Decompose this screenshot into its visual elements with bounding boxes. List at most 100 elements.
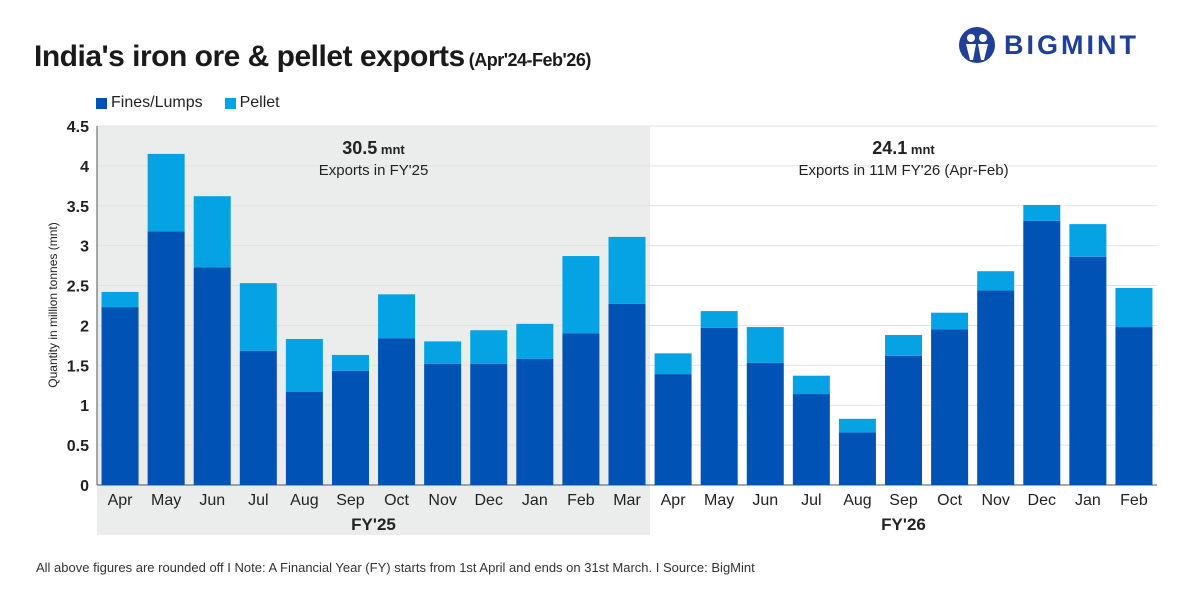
bar-pellet xyxy=(239,283,277,351)
x-tick-label: Jun xyxy=(752,492,778,509)
x-tick-label: Feb xyxy=(567,492,595,509)
x-tick-label: Jul xyxy=(801,492,821,509)
group-label: FY'25 xyxy=(351,515,396,534)
logo-icon xyxy=(959,27,995,63)
bar-fines xyxy=(101,307,139,485)
bar-pellet xyxy=(331,354,369,371)
bar-fines xyxy=(516,358,554,485)
bar-pellet xyxy=(424,341,462,364)
legend-label: Fines/Lumps xyxy=(111,94,203,111)
y-tick-label: 4.5 xyxy=(67,119,89,136)
bar-pellet xyxy=(885,335,923,356)
bar-pellet xyxy=(147,153,185,232)
bar-pellet xyxy=(1023,204,1061,221)
group-unit: mnt xyxy=(907,142,935,157)
x-tick-label: Jan xyxy=(1075,492,1101,509)
bar-pellet xyxy=(931,312,969,330)
bar-fines xyxy=(608,303,646,485)
group-note: Exports in FY'25 xyxy=(319,162,429,179)
bar-fines xyxy=(239,350,277,485)
x-tick-label: Jul xyxy=(248,492,268,509)
y-tick-label: 2 xyxy=(80,318,89,335)
bar-pellet xyxy=(516,323,554,359)
bar-pellet xyxy=(1115,287,1153,328)
x-tick-label: Apr xyxy=(661,492,687,509)
y-tick-label: 0.5 xyxy=(67,438,89,455)
bar-fines xyxy=(331,370,369,485)
bar-pellet xyxy=(792,375,830,395)
bar-pellet xyxy=(562,256,600,334)
x-tick-label: Jan xyxy=(522,492,548,509)
bar-pellet xyxy=(977,271,1015,291)
bar-fines xyxy=(885,355,923,485)
bar-pellet xyxy=(746,327,784,363)
bar-fines xyxy=(424,363,462,485)
x-tick-label: Dec xyxy=(1028,492,1056,509)
bar-fines xyxy=(746,362,784,485)
x-tick-label: Feb xyxy=(1120,492,1148,509)
bar-fines xyxy=(285,391,323,485)
x-tick-label: May xyxy=(151,492,181,509)
x-tick-label: Mar xyxy=(613,492,641,509)
bar-fines xyxy=(977,290,1015,485)
legend-pellet: Pellet xyxy=(224,94,280,112)
y-tick-label: 1 xyxy=(80,398,89,415)
bar-fines xyxy=(700,327,738,485)
x-tick-label: Nov xyxy=(428,492,456,509)
x-tick-label: Sep xyxy=(336,492,365,509)
group-total: 30.5 mnt xyxy=(342,138,405,158)
bar-fines xyxy=(792,394,830,485)
bar-fines xyxy=(562,333,600,485)
y-tick-label: 2.5 xyxy=(67,279,89,296)
logo-text: BIGMINT xyxy=(1004,29,1139,60)
x-tick-label: Jun xyxy=(199,492,225,509)
bar-pellet xyxy=(101,291,139,308)
group-note: Exports in 11M FY'26 (Apr-Feb) xyxy=(798,162,1008,179)
y-tick-label: 3.5 xyxy=(67,199,89,216)
legend-fines: Fines/Lumps xyxy=(96,94,203,112)
bar-pellet xyxy=(378,294,416,339)
group-total: 24.1 mnt xyxy=(872,138,935,158)
legend-label: Pellet xyxy=(239,94,280,111)
bar-fines xyxy=(1069,256,1107,485)
group-label: FY'26 xyxy=(881,515,926,534)
bar-fines xyxy=(1115,327,1153,485)
x-tick-label: Sep xyxy=(889,492,918,509)
x-tick-label: Oct xyxy=(937,492,962,509)
y-axis-label: Quantity in million tonnes (mnt) xyxy=(46,222,60,387)
x-tick-label: Aug xyxy=(843,492,871,509)
bar-fines xyxy=(147,231,185,485)
x-tick-label: Apr xyxy=(108,492,134,509)
title-text: India's iron ore & pellet exports xyxy=(34,40,465,73)
fy25-shade xyxy=(97,126,651,535)
bar-fines xyxy=(193,267,231,485)
bar-pellet xyxy=(470,330,508,364)
chart-title: India's iron ore & pellet exports (Apr'24… xyxy=(34,40,591,74)
bar-pellet xyxy=(608,236,646,304)
legend: Fines/Lumps Pellet xyxy=(96,94,280,112)
bar-pellet xyxy=(838,418,876,433)
bar-pellet xyxy=(285,339,323,392)
bar-fines xyxy=(931,329,969,485)
bar-fines xyxy=(838,432,876,485)
bar-pellet xyxy=(193,196,231,268)
bar-fines xyxy=(1023,220,1061,486)
subtitle: (Apr'24-Feb'26) xyxy=(468,50,592,70)
bigmint-logo: BIGMINT xyxy=(958,26,1139,64)
x-tick-label: Aug xyxy=(290,492,318,509)
x-tick-label: Oct xyxy=(384,492,409,509)
bar-fines xyxy=(470,363,508,485)
bar-fines xyxy=(378,338,416,485)
y-tick-label: 1.5 xyxy=(67,358,89,375)
bar-pellet xyxy=(1069,224,1107,257)
bar-fines xyxy=(654,374,692,485)
footer-note: All above figures are rounded off I Note… xyxy=(36,560,755,575)
x-tick-label: Dec xyxy=(475,492,503,509)
y-tick-label: 3 xyxy=(80,239,89,256)
bar-pellet xyxy=(654,353,692,375)
bar-pellet xyxy=(700,311,738,328)
x-tick-label: Nov xyxy=(981,492,1009,509)
group-unit: mnt xyxy=(377,142,405,157)
y-tick-label: 0 xyxy=(80,478,89,495)
